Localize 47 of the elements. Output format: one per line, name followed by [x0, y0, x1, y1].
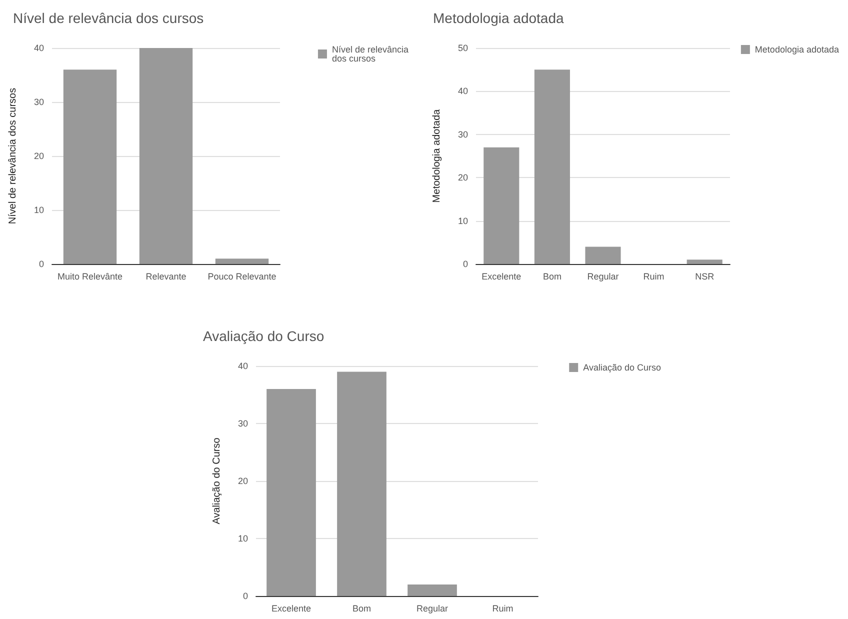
- y-tick-label: 10: [238, 534, 248, 544]
- y-tick-label: 40: [34, 43, 44, 53]
- chart-title: Metodologia adotada: [433, 10, 564, 26]
- bar: [408, 584, 457, 596]
- x-tick-label: NSR: [695, 272, 715, 282]
- y-tick-label: 0: [38, 259, 44, 269]
- y-axis-title: Nível de relevância dos cursos: [8, 88, 18, 224]
- x-tick-label: Excelente: [271, 604, 312, 614]
- legend-label: Nível de relevância dos cursos: [332, 44, 412, 64]
- y-tick-label: 50: [458, 43, 468, 53]
- y-axis-title: Metodologia adotada: [432, 108, 442, 203]
- y-tick-label: 10: [458, 216, 468, 226]
- y-tick-label: 40: [458, 86, 468, 96]
- y-tick-label: 30: [238, 418, 248, 428]
- bar: [215, 258, 269, 264]
- x-tick-label: Relevante: [146, 272, 186, 282]
- y-tick-label: 0: [462, 259, 468, 269]
- y-tick-label: 0: [242, 591, 248, 601]
- y-tick-label: 20: [34, 151, 44, 161]
- y-tick-label: 10: [34, 205, 44, 215]
- y-tick-label: 30: [34, 97, 44, 107]
- chart-title: Nível de relevância dos cursos: [13, 10, 204, 26]
- chart-title: Avaliação do Curso: [203, 328, 324, 344]
- x-tick-label: Bom: [542, 272, 562, 282]
- bar: [139, 48, 193, 264]
- legend-label: Avaliação do Curso: [583, 362, 662, 372]
- x-tick-label: Pouco Relevante: [208, 272, 276, 282]
- bar: [534, 70, 570, 264]
- y-tick-label: 30: [458, 129, 468, 140]
- y-tick-label: 40: [238, 361, 248, 371]
- bar: [686, 260, 722, 264]
- x-tick-label: Bom: [352, 604, 372, 614]
- legend-label: Metodologia adotada: [754, 44, 840, 54]
- bar: [585, 246, 621, 264]
- x-tick-label: Ruim: [492, 604, 514, 614]
- y-tick-label: 20: [458, 172, 468, 183]
- bar: [484, 147, 520, 264]
- x-tick-label: Ruim: [643, 272, 664, 282]
- x-tick-label: Excelente: [482, 272, 522, 282]
- x-tick-label: Regular: [587, 272, 619, 282]
- y-tick-label: 20: [238, 476, 248, 486]
- y-axis-title: Avaliação do Curso: [212, 437, 222, 524]
- bar: [337, 372, 386, 596]
- x-tick-label: Regular: [416, 604, 448, 614]
- bar: [266, 389, 316, 596]
- bar: [63, 70, 117, 264]
- x-tick-label: Muito Relevânte: [57, 272, 123, 282]
